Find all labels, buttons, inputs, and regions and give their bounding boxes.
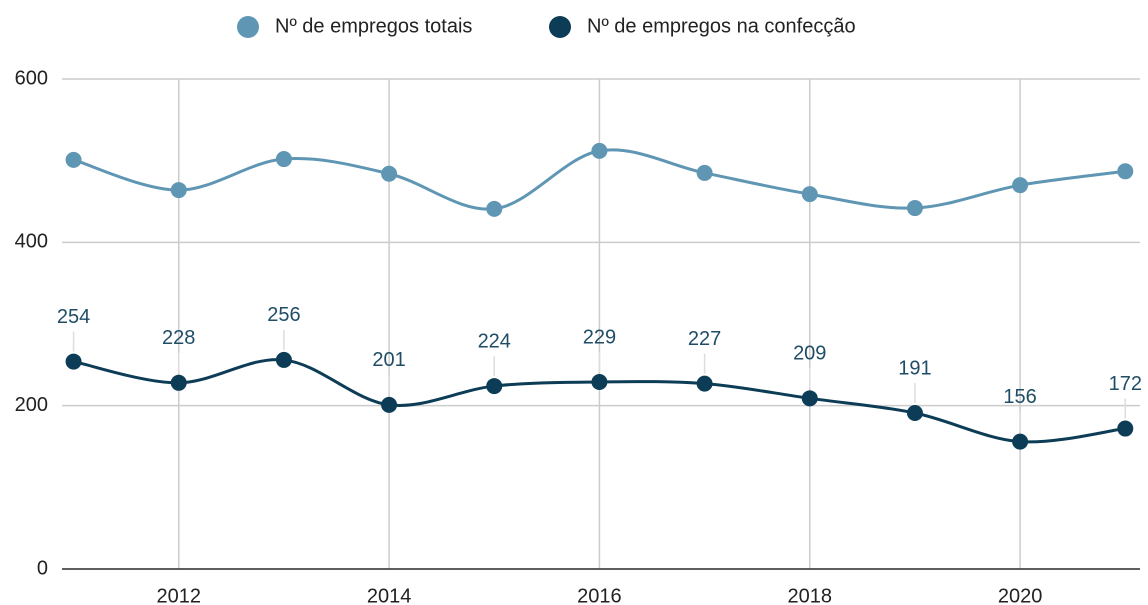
point xyxy=(170,182,187,199)
point xyxy=(381,165,398,182)
point xyxy=(1117,420,1134,437)
data-label: 201 xyxy=(372,349,405,371)
y-tick-label: 0 xyxy=(37,557,48,579)
y-tick-label: 400 xyxy=(15,231,48,253)
point xyxy=(1012,177,1029,194)
data-label: 209 xyxy=(793,343,826,365)
x-tick-label: 2020 xyxy=(998,585,1043,605)
point xyxy=(65,353,82,370)
data-label: 156 xyxy=(1003,386,1036,408)
point xyxy=(591,142,608,159)
data-label: 227 xyxy=(688,328,721,350)
point xyxy=(906,405,923,422)
legend-marker xyxy=(237,16,259,38)
legend-label: Nº de empregos na confecção xyxy=(587,15,856,37)
legend-marker xyxy=(549,16,571,38)
x-tick-label: 2016 xyxy=(577,585,622,605)
y-tick-label: 200 xyxy=(15,394,48,416)
point xyxy=(1117,163,1134,180)
point xyxy=(906,200,923,217)
point xyxy=(486,378,503,395)
data-label: 228 xyxy=(162,327,195,349)
legend-label: Nº de empregos totais xyxy=(275,15,472,37)
data-label: 254 xyxy=(57,306,90,328)
point xyxy=(381,396,398,413)
point xyxy=(696,375,713,392)
point xyxy=(801,390,818,407)
data-label: 256 xyxy=(267,304,300,326)
x-tick-label: 2018 xyxy=(788,585,833,605)
point xyxy=(170,374,187,391)
point xyxy=(65,151,82,168)
point xyxy=(486,200,503,217)
data-label: 191 xyxy=(898,357,931,379)
data-label: 229 xyxy=(583,326,616,348)
y-tick-label: 600 xyxy=(15,67,48,89)
point xyxy=(591,373,608,390)
x-tick-label: 2014 xyxy=(367,585,412,605)
point xyxy=(801,186,818,203)
data-label: 172 xyxy=(1109,373,1142,395)
point xyxy=(275,151,292,168)
point xyxy=(696,164,713,181)
point xyxy=(1012,433,1029,450)
x-tick-label: 2012 xyxy=(156,585,201,605)
data-label: 224 xyxy=(478,330,511,352)
point xyxy=(275,351,292,368)
